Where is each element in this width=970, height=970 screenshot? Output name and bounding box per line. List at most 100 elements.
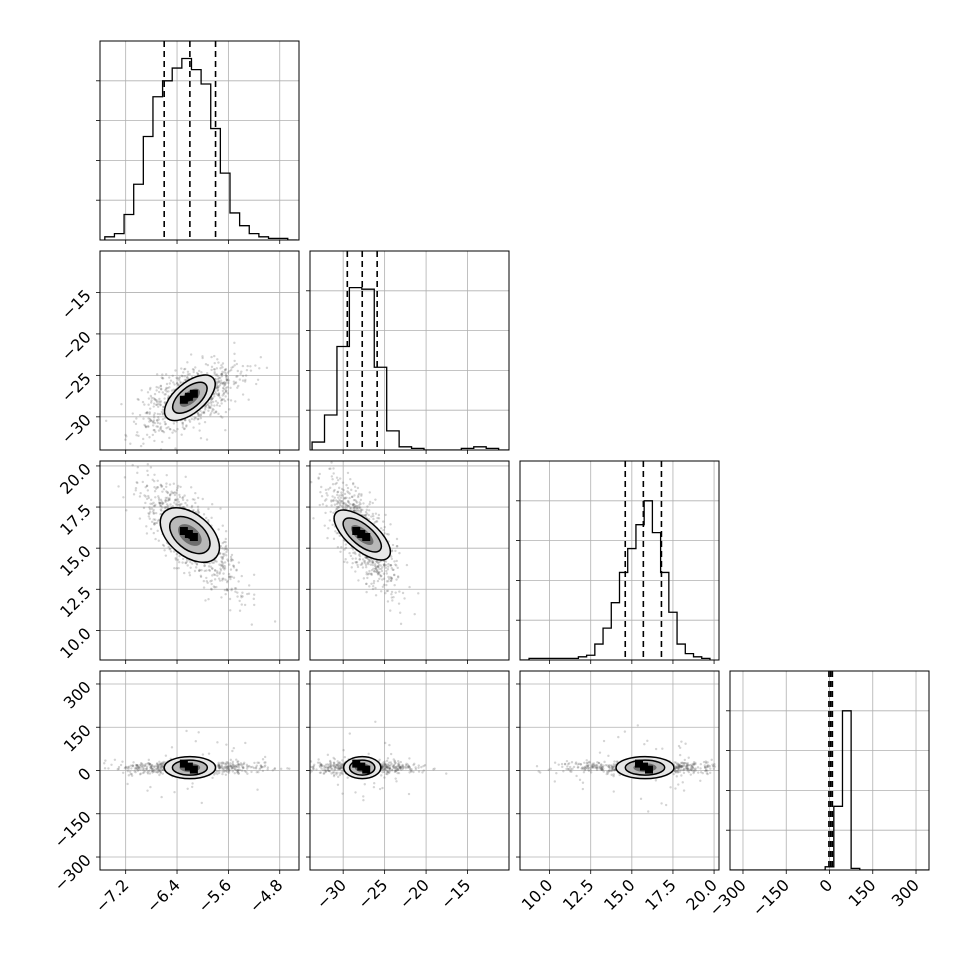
scatter-point	[313, 763, 316, 767]
scatter-point	[341, 494, 344, 497]
scatter-point	[686, 767, 689, 771]
scatter-point	[355, 504, 358, 508]
scatter-point	[339, 766, 343, 769]
scatter-point	[166, 386, 169, 390]
scatter-point	[235, 758, 238, 761]
scatter-point	[237, 768, 240, 772]
scatter-point	[381, 765, 384, 768]
scatter-point	[326, 766, 330, 770]
scatter-point	[372, 561, 375, 564]
scatter-point	[674, 767, 677, 770]
scatter-point	[133, 767, 137, 770]
scatter-point	[216, 401, 219, 405]
scatter-point	[141, 771, 145, 775]
scatter-point	[221, 389, 225, 393]
scatter-point	[224, 386, 228, 390]
scatter-point	[407, 792, 411, 796]
scatter-point	[239, 372, 242, 375]
scatter-point	[255, 382, 258, 386]
scatter-point	[218, 764, 221, 768]
scatter-point	[264, 764, 267, 767]
scatter-point	[171, 374, 174, 377]
scatter-point	[167, 545, 170, 549]
density-bin	[362, 765, 371, 774]
scatter-point	[392, 595, 395, 599]
scatter-point	[199, 414, 202, 417]
scatter-point	[203, 420, 207, 424]
scatter-point	[384, 762, 387, 765]
scatter-point	[234, 590, 237, 593]
scatter-point	[224, 544, 228, 548]
scatter-point	[587, 766, 590, 769]
scatter-point	[245, 767, 249, 770]
scatter-point	[168, 497, 171, 501]
scatter-point	[692, 762, 695, 765]
scatter-point	[152, 512, 155, 515]
panel-3-2: 10.0 12.5 15.0 17.5 20.0	[516, 670, 721, 914]
scatter-point	[144, 425, 148, 429]
scatter-point	[225, 588, 229, 592]
scatter-point	[231, 762, 234, 765]
scatter-point	[693, 769, 696, 772]
scatter-point	[366, 505, 369, 508]
scatter-point	[247, 584, 251, 587]
scatter-point	[690, 768, 693, 771]
scatter-point	[159, 762, 162, 766]
scatter-point	[223, 540, 226, 544]
scatter-point	[209, 412, 213, 415]
scatter-point	[685, 766, 689, 769]
scatter-point	[312, 764, 315, 768]
scatter-point	[194, 366, 197, 369]
scatter-point	[183, 571, 186, 575]
scatter-point	[170, 746, 174, 749]
scatter-point	[359, 508, 363, 511]
scatter-point	[417, 592, 420, 595]
scatter-point	[701, 771, 704, 775]
scatter-point	[387, 766, 390, 770]
scatter-point	[210, 397, 214, 401]
scatter-point	[386, 565, 390, 568]
scatter-point	[583, 765, 587, 769]
scatter-point	[160, 795, 163, 799]
scatter-point	[334, 530, 337, 533]
scatter-point	[151, 424, 155, 427]
scatter-point	[126, 769, 130, 773]
scatter-point	[152, 531, 155, 535]
scatter-point	[156, 765, 160, 768]
scatter-point	[144, 457, 146, 459]
scatter-point	[589, 767, 593, 770]
scatter-point	[600, 767, 603, 770]
scatter-point	[340, 771, 343, 775]
scatter-point	[413, 612, 416, 616]
scatter-point	[215, 770, 218, 773]
scatter-point	[371, 512, 375, 516]
scatter-point	[254, 767, 258, 770]
scatter-point	[394, 563, 397, 566]
scatter-point	[337, 764, 341, 767]
scatter-point	[208, 406, 212, 410]
scatter-point	[675, 766, 678, 769]
panel-1-1	[306, 250, 510, 454]
scatter-point	[363, 561, 367, 565]
scatter-point	[410, 770, 413, 773]
scatter-point	[683, 768, 686, 771]
scatter-point	[385, 759, 389, 763]
scatter-point	[694, 769, 697, 772]
scatter-point	[333, 488, 336, 492]
scatter-point	[189, 353, 193, 356]
scatter-point	[390, 567, 394, 570]
scatter-point	[175, 376, 178, 380]
scatter-point	[179, 485, 182, 489]
scatter-point	[156, 412, 160, 416]
scatter-point	[399, 622, 403, 626]
scatter-point	[342, 488, 345, 492]
scatter-point	[373, 782, 376, 785]
scatter-point	[367, 562, 370, 566]
scatter-point	[677, 764, 680, 768]
scatter-point	[678, 753, 682, 757]
scatter-point	[399, 766, 402, 770]
scatter-point	[201, 356, 204, 360]
scatter-point	[153, 504, 157, 508]
scatter-point	[312, 768, 315, 771]
scatter-point	[123, 766, 127, 770]
